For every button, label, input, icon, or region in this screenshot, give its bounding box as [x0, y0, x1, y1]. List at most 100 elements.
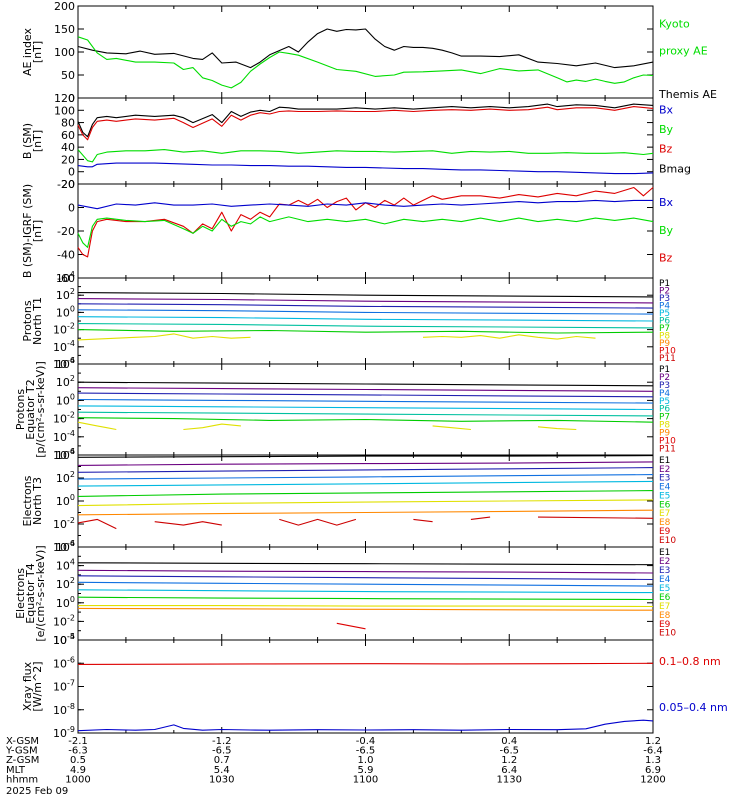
legend-label: E6	[659, 500, 671, 510]
legend-label: E2	[659, 465, 670, 475]
series-0-05-0-4-nm	[77, 719, 654, 732]
y-tick-label: -60	[57, 272, 75, 285]
series-themis-ae	[77, 28, 654, 69]
y-tick-exponent: -6	[67, 356, 75, 365]
legend-label: Bx	[659, 104, 674, 117]
y-tick-exponent: 4	[70, 270, 75, 279]
series-bz	[77, 186, 654, 258]
legend-label: E8	[659, 518, 671, 528]
y-tick-label: 10-4	[53, 429, 75, 444]
y-tick-label: 102	[56, 576, 75, 591]
y-tick-exponent: -6	[67, 447, 75, 456]
y-tick-label: 102	[56, 470, 75, 485]
legend-label: proxy AE	[659, 45, 708, 58]
y-tick-exponent: -2	[67, 411, 75, 420]
y-tick-label: 200	[54, 0, 75, 13]
y-axis-title: [p/(cm²-s-sr-keV)]	[34, 361, 47, 458]
y-tick-exponent: 4	[70, 558, 75, 567]
legend-label: E7	[659, 509, 670, 519]
legend-label: P10	[659, 346, 676, 356]
x-tick-label: -6.5	[499, 746, 519, 757]
legend-label: P11	[659, 444, 676, 454]
series-p4	[77, 398, 654, 404]
y-axis-title: Equator T4	[24, 563, 37, 623]
series-bmag	[77, 103, 654, 138]
x-tick-label: 6.9	[645, 765, 661, 776]
panel-frame	[77, 546, 654, 641]
series-bx	[77, 162, 654, 175]
legend-label: P2	[659, 373, 670, 383]
series-p3	[77, 303, 654, 309]
series-e1	[77, 562, 654, 566]
legend-label: Bz	[659, 143, 673, 156]
legend-label: P7	[659, 413, 670, 423]
date-label: 2025 Feb 09	[6, 786, 69, 797]
y-tick-label: 102	[56, 287, 75, 302]
y-tick-exponent: 2	[70, 576, 75, 585]
y-tick-exponent: -2	[67, 322, 75, 331]
legend-label: E1	[659, 456, 670, 466]
legend-label: E9	[659, 527, 671, 537]
x-tick-label: -6.5	[356, 746, 376, 757]
series-p5	[77, 316, 654, 322]
series-e9e	[470, 516, 491, 520]
y-tick-label: 10-2	[53, 322, 75, 337]
legend-label: P10	[659, 436, 676, 446]
y-tick-exponent: -6	[67, 655, 75, 664]
series-e4	[77, 474, 654, 480]
legend-label: 0.05–0.4 nm	[659, 701, 728, 714]
y-tick-exponent: 0	[70, 304, 75, 313]
y-tick-label: 10-5	[53, 632, 75, 647]
series-bz	[77, 106, 654, 141]
legend-label: P3	[659, 381, 670, 391]
y-tick-exponent: -7	[67, 679, 75, 688]
y-tick-label: 104	[56, 447, 75, 462]
y-axis-title: B (SM)	[21, 123, 34, 159]
legend-label: P6	[659, 405, 670, 415]
y-tick-label: 50	[61, 69, 75, 82]
x-tick-label: 0.7	[214, 755, 230, 766]
legend-label: E3	[659, 566, 670, 576]
series-p3	[77, 392, 654, 398]
y-tick-exponent: 2	[70, 287, 75, 296]
legend-label: P8	[659, 421, 670, 431]
series-e2	[77, 461, 654, 466]
y-tick-label: 10-8	[53, 702, 75, 717]
legend-label: P4	[659, 389, 670, 399]
series-e9f	[537, 516, 654, 519]
y-tick-label: 20	[61, 153, 75, 166]
x-row-label: Z-GSM	[6, 755, 39, 766]
x-tick-label: 0.5	[70, 755, 86, 766]
panel-3: -60 -40 -20 0 20 B (SM)-IGRF (SM)[nT] Bx By Bz	[21, 178, 674, 285]
y-tick-label: 100	[56, 304, 75, 319]
y-tick-exponent: -8	[67, 702, 75, 711]
legend-label: Kyoto	[659, 18, 690, 31]
y-tick-label: 104	[56, 356, 75, 371]
series-e9b	[154, 521, 222, 526]
x-row-label: Y-GSM	[5, 746, 38, 757]
legend-label: E7	[659, 602, 670, 612]
x-tick-label: 0.4	[501, 736, 517, 747]
y-tick-label: 150	[54, 23, 75, 36]
y-tick-label: -40	[57, 249, 75, 262]
panel-frame	[77, 97, 654, 185]
x-tick-label: 5.4	[214, 765, 230, 776]
y-tick-label: 100	[54, 46, 75, 59]
y-tick-label: 104	[56, 558, 75, 573]
legend-label: P1	[659, 279, 670, 289]
y-tick-label: 100	[56, 595, 75, 610]
y-tick-exponent: 0	[70, 595, 75, 604]
y-tick-label: -20	[57, 178, 75, 191]
series-p4	[77, 309, 654, 315]
y-axis-title: Xray flux	[21, 661, 34, 711]
legend-label: E5	[659, 584, 670, 594]
x-tick-label: 4.9	[70, 765, 86, 776]
y-tick-exponent: -4	[67, 339, 75, 348]
y-tick-label: 10-6	[53, 655, 75, 670]
x-tick-label: 1.2	[501, 755, 517, 766]
x-tick-label: 1.2	[645, 736, 661, 747]
x-row-label: MLT	[6, 765, 26, 776]
